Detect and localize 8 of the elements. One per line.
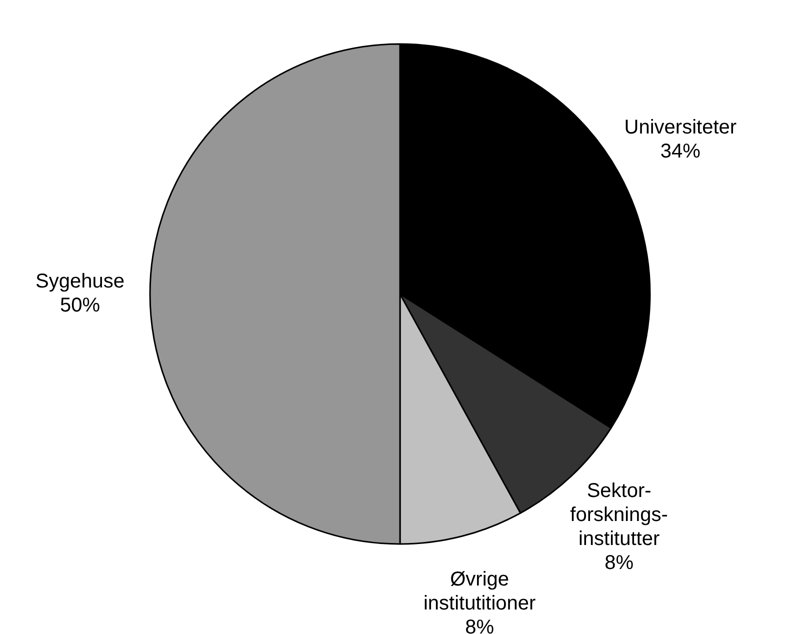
slice-label: Øvrige institutitioner [423, 568, 536, 614]
data-label: 50% [60, 294, 100, 317]
slice-label: Universiteter [624, 116, 737, 138]
data-label: 8% [465, 616, 494, 634]
slice-label: Sygehuse [36, 270, 124, 293]
slice-label: Sektor- forsknings- institutter [570, 480, 668, 550]
data-label: 8% [604, 552, 634, 574]
data-label: 34% [660, 140, 701, 162]
